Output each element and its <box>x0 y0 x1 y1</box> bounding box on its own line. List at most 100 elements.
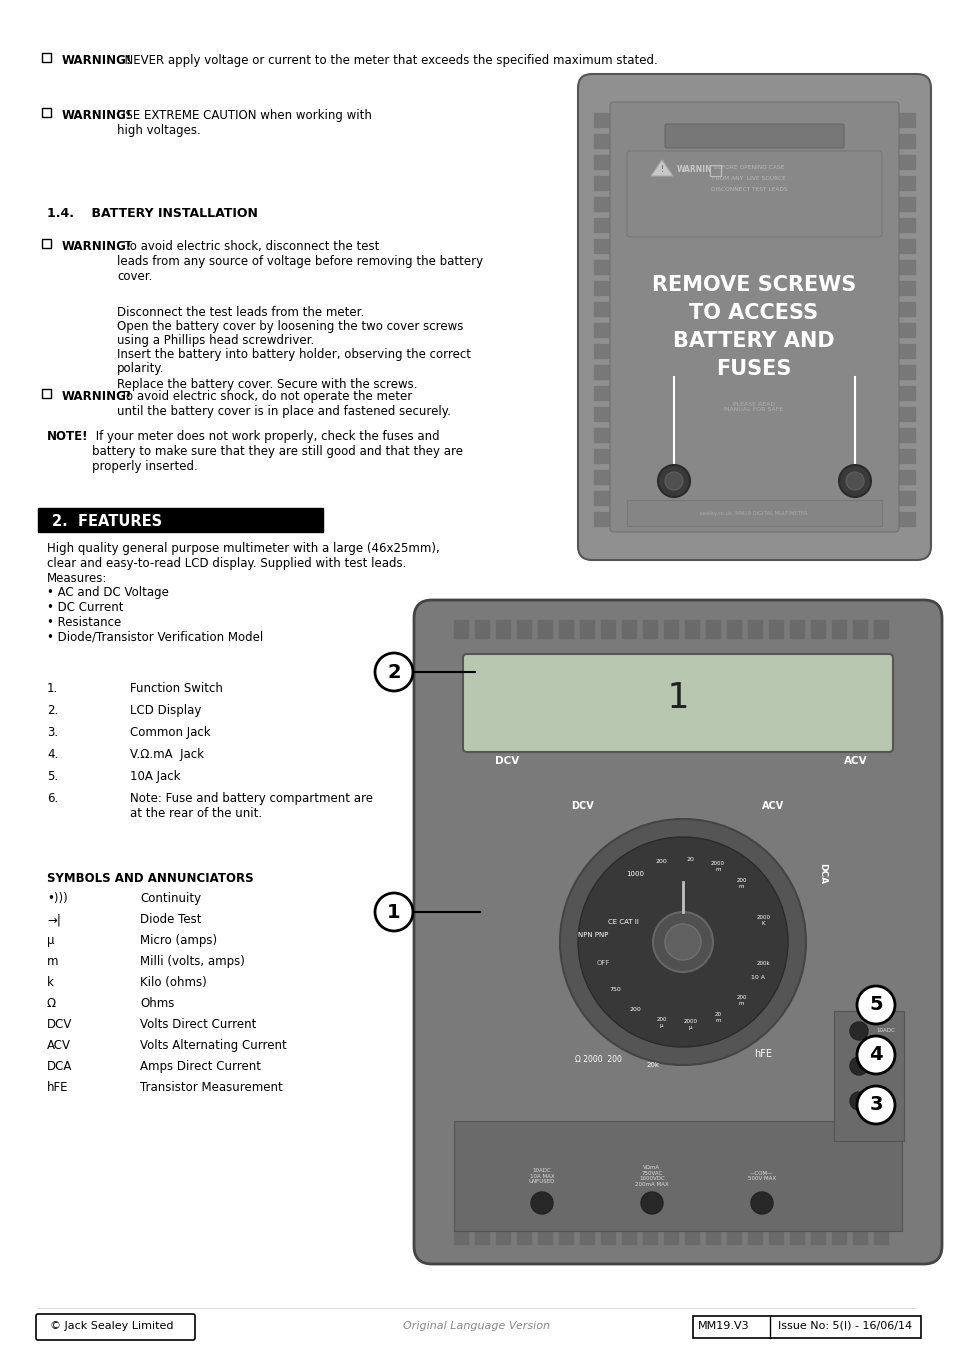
Bar <box>537 1225 552 1244</box>
Text: Diode Test: Diode Test <box>140 913 201 926</box>
Text: using a Phillips head screwdriver.: using a Phillips head screwdriver. <box>117 334 314 347</box>
Bar <box>709 165 720 176</box>
Text: BEFORE OPENING CASE: BEFORE OPENING CASE <box>713 165 783 171</box>
Text: 4.: 4. <box>47 747 58 761</box>
FancyBboxPatch shape <box>36 1313 194 1340</box>
Bar <box>600 1225 615 1244</box>
Bar <box>496 1225 510 1244</box>
Text: Issue No: 5(I) - 16/06/14: Issue No: 5(I) - 16/06/14 <box>778 1322 911 1331</box>
Bar <box>789 620 803 638</box>
Text: Ω 2000  200: Ω 2000 200 <box>574 1055 620 1064</box>
Bar <box>454 1121 901 1231</box>
Text: PLEASE READ
MANUAL FOR SAFE: PLEASE READ MANUAL FOR SAFE <box>723 402 782 413</box>
Bar <box>833 1011 903 1141</box>
Text: 200: 200 <box>655 860 667 864</box>
Text: WARNING!: WARNING! <box>62 390 132 403</box>
Bar <box>594 366 609 379</box>
Bar <box>579 1225 594 1244</box>
Bar <box>558 620 573 638</box>
Bar <box>43 53 51 61</box>
Bar <box>594 470 609 483</box>
Text: Ohms: Ohms <box>140 997 174 1010</box>
Bar <box>726 1225 740 1244</box>
Circle shape <box>375 894 413 932</box>
Text: To avoid electric shock, disconnect the test
leads from any source of voltage be: To avoid electric shock, disconnect the … <box>117 240 482 283</box>
Polygon shape <box>650 160 672 176</box>
Text: 1000: 1000 <box>626 871 643 877</box>
Text: 1: 1 <box>666 681 688 715</box>
Text: WARNING!: WARNING! <box>62 240 132 253</box>
Text: If your meter does not work properly, check the fuses and
battery to make sure t: If your meter does not work properly, ch… <box>91 431 462 473</box>
Text: 200
m: 200 m <box>736 877 746 888</box>
Bar <box>594 324 609 337</box>
Text: —COM—
500V MAX: —COM— 500V MAX <box>747 1171 775 1182</box>
Text: DCV: DCV <box>47 1018 72 1030</box>
Circle shape <box>664 923 700 960</box>
Text: Milli (volts, amps): Milli (volts, amps) <box>140 955 245 968</box>
Bar <box>642 1225 657 1244</box>
Text: NPN PNP: NPN PNP <box>578 932 608 938</box>
Bar <box>475 620 489 638</box>
Text: →|: →| <box>47 913 61 926</box>
Text: CE CAT II: CE CAT II <box>607 919 638 925</box>
Text: 6.: 6. <box>47 792 58 806</box>
Circle shape <box>838 464 870 497</box>
Bar <box>831 620 845 638</box>
Bar <box>579 620 594 638</box>
Bar <box>594 344 609 357</box>
Bar <box>873 1225 887 1244</box>
Text: • AC and DC Voltage: • AC and DC Voltage <box>47 586 169 598</box>
Text: NOTE!: NOTE! <box>47 431 89 443</box>
Text: Continuity: Continuity <box>140 892 201 904</box>
Bar <box>663 1225 678 1244</box>
Bar <box>475 1225 489 1244</box>
Text: 2: 2 <box>387 662 400 681</box>
Circle shape <box>845 473 863 490</box>
Text: 20k: 20k <box>646 1062 659 1068</box>
Bar <box>898 428 914 441</box>
Text: FROM ANY  LIVE SOURCE: FROM ANY LIVE SOURCE <box>711 176 785 181</box>
Text: Measures:: Measures: <box>47 571 108 585</box>
Bar <box>898 450 914 463</box>
Text: USE EXTREME CAUTION when working with
high voltages.: USE EXTREME CAUTION when working with hi… <box>117 110 372 137</box>
Text: Open the battery cover by loosening the two cover screws: Open the battery cover by loosening the … <box>117 320 463 333</box>
Text: 1: 1 <box>387 903 400 922</box>
Bar <box>898 176 914 190</box>
Bar <box>43 107 51 116</box>
Text: Transistor Measurement: Transistor Measurement <box>140 1080 282 1094</box>
Bar <box>898 470 914 483</box>
Text: 10A Jack: 10A Jack <box>130 770 180 783</box>
Text: WARNING!: WARNING! <box>62 110 132 122</box>
Text: Volts Alternating Current: Volts Alternating Current <box>140 1039 287 1052</box>
Bar <box>594 450 609 463</box>
Text: Replace the battery cover. Secure with the screws.: Replace the battery cover. Secure with t… <box>117 378 417 391</box>
Circle shape <box>559 819 805 1066</box>
Bar <box>747 620 761 638</box>
Bar <box>537 620 552 638</box>
Bar <box>852 620 866 638</box>
Text: 10ADC
10A MAX
UNFUSED: 10ADC 10A MAX UNFUSED <box>528 1167 555 1185</box>
FancyBboxPatch shape <box>626 152 882 237</box>
Bar <box>43 238 51 248</box>
Circle shape <box>849 1022 867 1040</box>
Circle shape <box>856 1086 894 1124</box>
Circle shape <box>664 473 682 490</box>
Bar <box>898 240 914 253</box>
Bar <box>898 386 914 399</box>
Bar <box>594 512 609 525</box>
FancyBboxPatch shape <box>609 102 898 532</box>
Text: ACV: ACV <box>47 1039 71 1052</box>
Bar <box>726 620 740 638</box>
Text: Note: Fuse and battery compartment are
at the rear of the unit.: Note: Fuse and battery compartment are a… <box>130 792 373 821</box>
Bar <box>898 408 914 421</box>
Bar <box>626 500 882 525</box>
Text: 3: 3 <box>868 1095 882 1114</box>
Bar <box>873 620 887 638</box>
Text: 2.: 2. <box>47 704 58 718</box>
Text: Amps Direct Current: Amps Direct Current <box>140 1060 261 1072</box>
Bar <box>594 112 609 127</box>
Text: WARNING!: WARNING! <box>62 54 132 66</box>
Bar <box>43 389 51 398</box>
Text: Original Language Version: Original Language Version <box>403 1322 550 1331</box>
Text: Ω: Ω <box>47 997 56 1010</box>
